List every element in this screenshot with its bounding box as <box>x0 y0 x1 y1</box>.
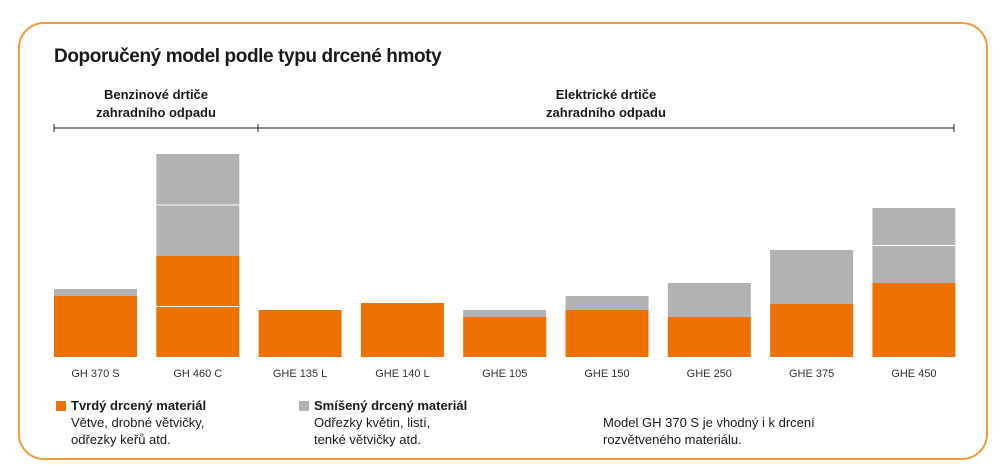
bar-segment-mixed <box>463 310 547 317</box>
legend-swatch-hard <box>56 401 66 411</box>
bars <box>54 154 956 357</box>
x-tick-label: GHE 250 <box>687 368 732 380</box>
bar-segment-hard <box>360 303 444 357</box>
legend-desc-mixed-line: tenké větvičky atd. <box>314 432 421 447</box>
model-note: Model GH 370 S je vhodný i k drcení rozv… <box>603 414 863 448</box>
x-tick-label: GHE 375 <box>789 368 834 380</box>
bar-segment-hard <box>565 310 649 357</box>
legend-desc-hard-line: odřezky keřů atd. <box>71 432 171 447</box>
bar-segment-hard <box>258 310 342 357</box>
x-tick-label: GHE 150 <box>584 368 629 380</box>
legend-desc-mixed-line: Odřezky květin, listí, <box>314 415 431 430</box>
bar-segment-mixed <box>770 250 854 304</box>
legend-label-mixed: Smíšený drcený materiál <box>314 398 468 413</box>
x-tick-label: GHE 135 L <box>273 368 327 380</box>
bar-segment-mixed <box>54 289 137 296</box>
group-label-petrol-text: Benzinové drtiče zahradního odpadu <box>96 87 216 120</box>
group-label-petrol: Benzinové drtiče zahradního odpadu <box>54 86 258 122</box>
legend-desc-hard-line: Větve, drobné větvičky, <box>71 415 205 430</box>
bar-segment-hard <box>667 317 751 357</box>
bar-segment-hard <box>872 283 956 357</box>
group-label-electric: Elektrické drtiče zahradního odpadu <box>258 86 954 122</box>
x-tick-label: GHE 105 <box>482 368 527 380</box>
bar-segment-mixed <box>565 296 649 310</box>
legend-swatch-mixed <box>299 401 309 411</box>
chart-title: Doporučený model podle typu drcené hmoty <box>54 46 442 67</box>
bar-segment-hard <box>770 304 854 357</box>
bar-segment-hard <box>54 296 137 357</box>
legend-desc-hard: Větve, drobné větvičky, odřezky keřů atd… <box>71 414 204 448</box>
group-label-electric-text: Elektrické drtiče zahradního odpadu <box>546 87 666 120</box>
model-note-line: Model GH 370 S je vhodný i k drcení <box>603 415 815 430</box>
group-brackets <box>53 124 955 132</box>
legend-desc-mixed: Odřezky květin, listí, tenké větvičky at… <box>314 414 430 448</box>
model-note-line: rozvětveného materiálu. <box>603 432 742 447</box>
x-tick-label: GHE 450 <box>891 368 936 380</box>
bar-segment-hard <box>463 317 547 357</box>
x-tick-labels: GH 370 S GH 460 C GHE 135 L GHE 140 L GHE 10… <box>71 368 936 380</box>
x-tick-label: GH 460 C <box>173 368 222 380</box>
x-tick-label: GH 370 S <box>71 368 119 380</box>
bar-segment-mixed <box>667 283 751 317</box>
chart-frame <box>18 22 988 460</box>
x-tick-label: GHE 140 L <box>375 368 429 380</box>
legend-label-hard: Tvrdý drcený materiál <box>71 398 207 413</box>
